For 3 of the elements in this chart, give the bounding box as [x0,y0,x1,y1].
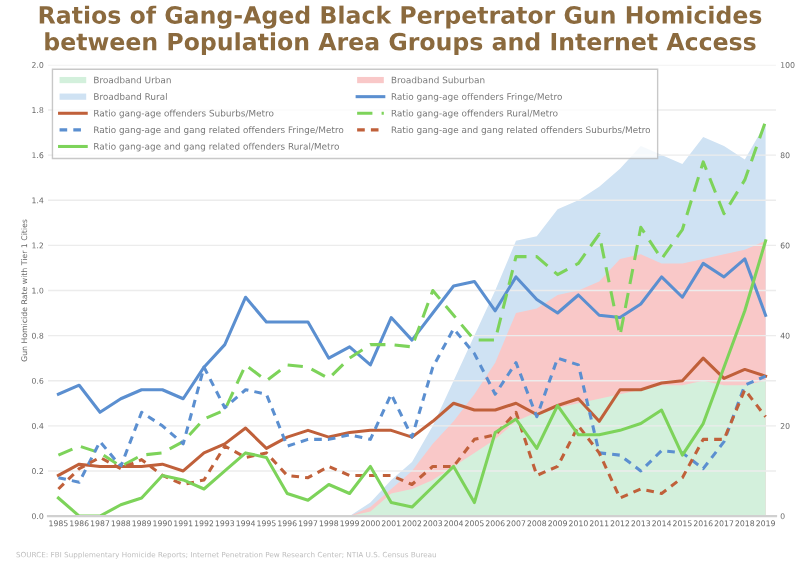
line-series [56,239,768,517]
line-series [56,119,768,468]
chart-title: Ratios of Gang-Aged Black Perpetrator Gun Homicides between Population Area Groups and Internet Access [39,5,762,56]
